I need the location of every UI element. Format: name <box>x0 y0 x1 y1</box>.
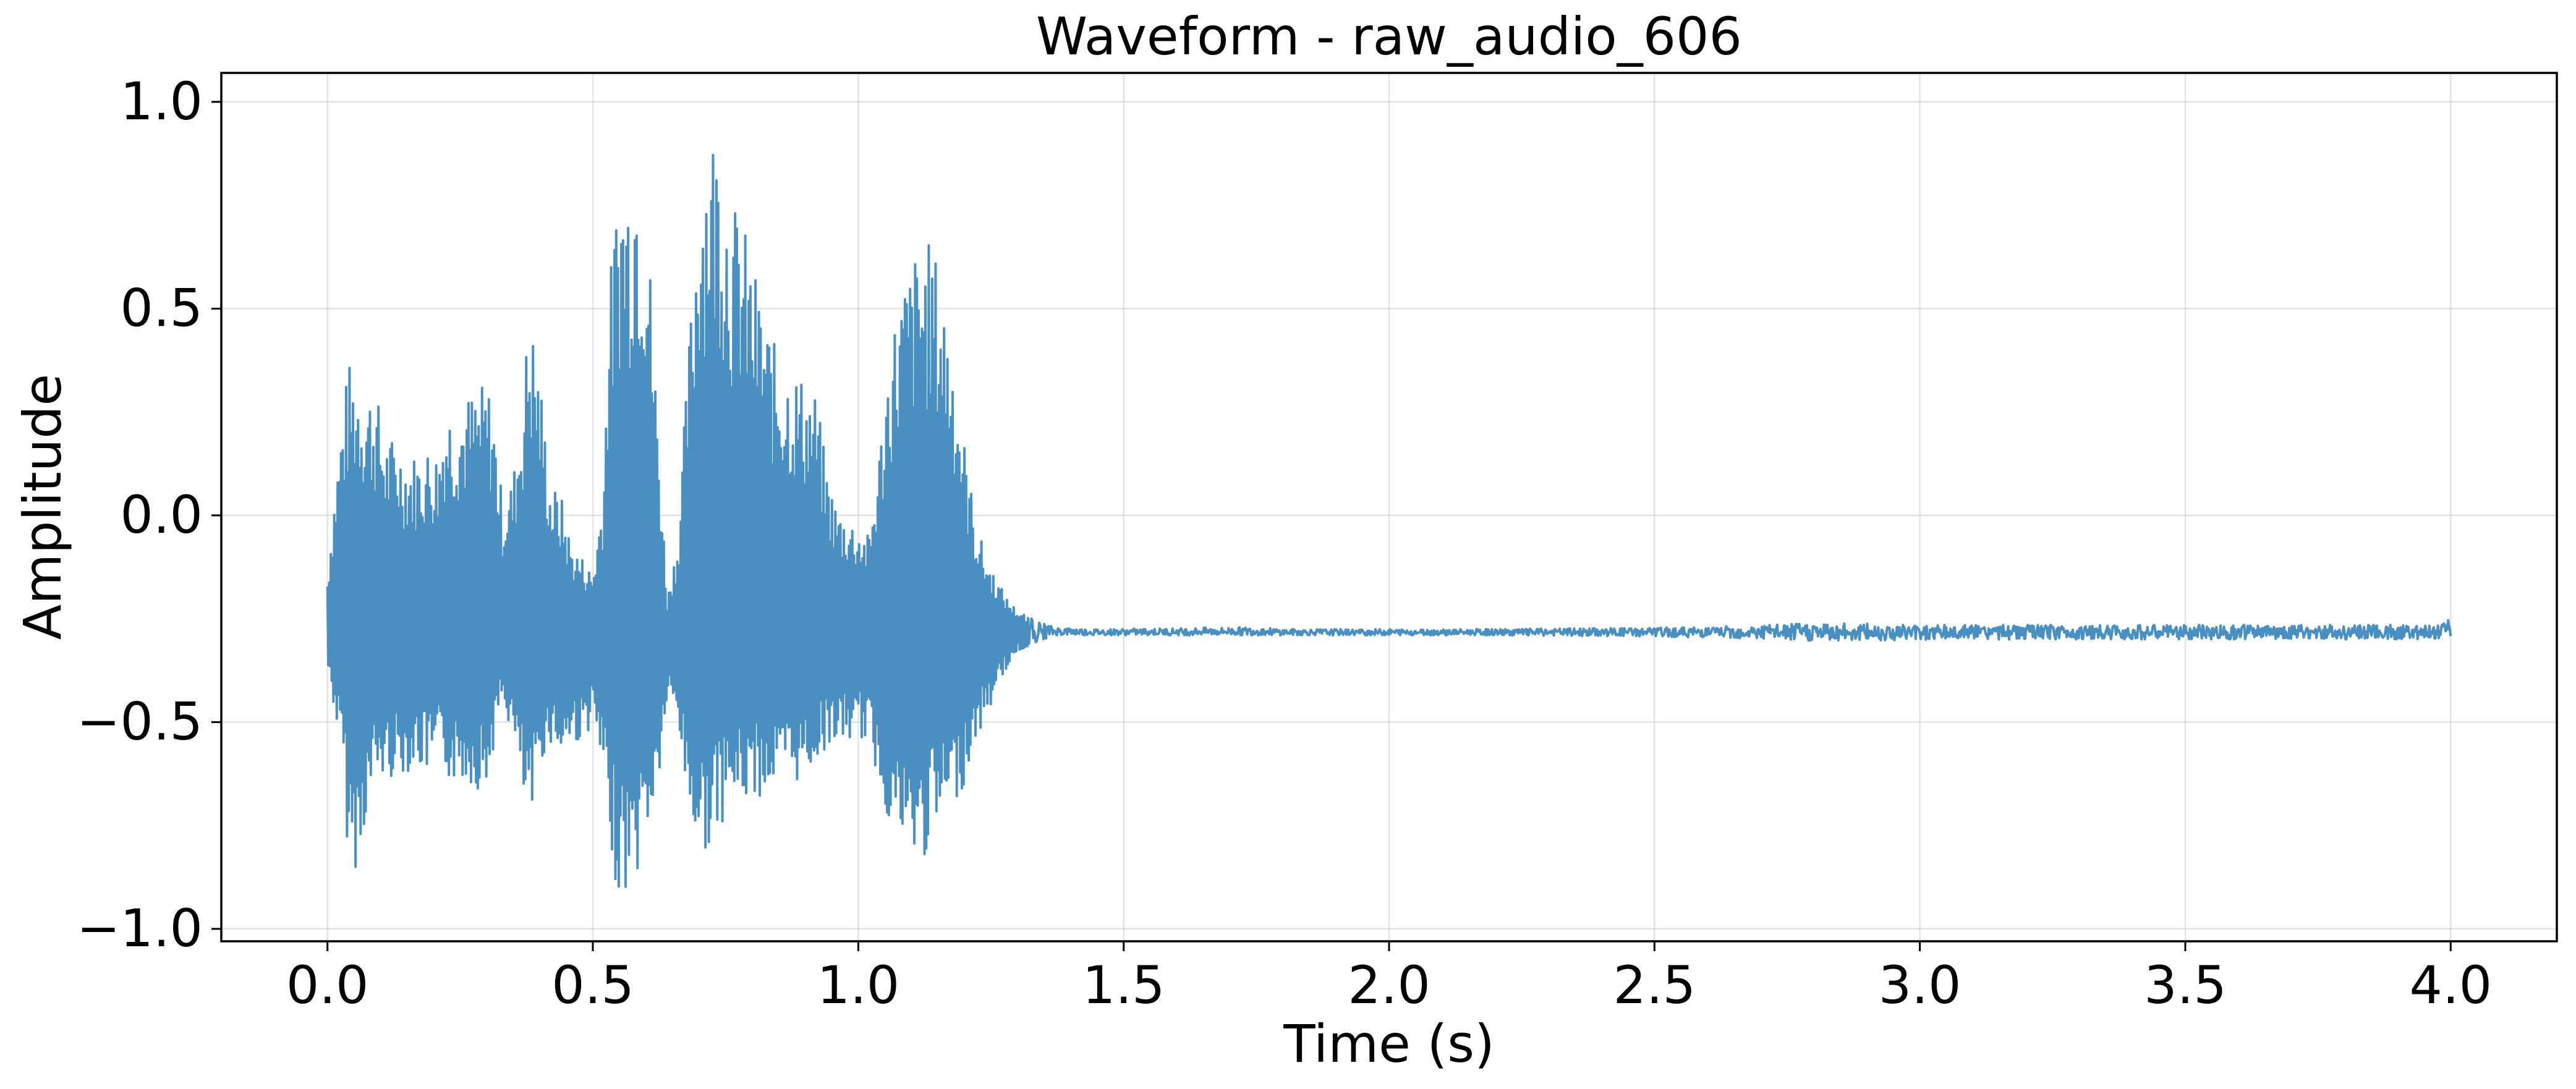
x-axis-ticks: 0.0 0.5 1.0 1.5 2.0 2.5 3.0 3.5 4.0 <box>286 941 2492 1015</box>
x-tick-label: 2.0 <box>1348 955 1430 1015</box>
y-tick-label: 1.0 <box>120 71 203 132</box>
y-tick-label: 0.0 <box>120 485 203 545</box>
chart-title: Waveform - raw_audio_606 <box>1036 6 1742 67</box>
x-tick-label: 1.0 <box>817 955 900 1015</box>
y-axis-ticks: 1.0 0.5 0.0 −0.5 −1.0 <box>77 71 221 959</box>
y-tick-label: 0.5 <box>120 278 203 338</box>
waveform-line <box>326 153 2452 888</box>
y-axis-label: Amplitude <box>12 374 73 640</box>
x-tick-label: 0.5 <box>551 955 634 1015</box>
x-tick-label: 3.5 <box>2144 955 2227 1015</box>
y-tick-label: −0.5 <box>77 691 203 752</box>
x-tick-label: 4.0 <box>2410 955 2493 1015</box>
x-tick-label: 0.0 <box>286 955 369 1015</box>
x-tick-label: 3.0 <box>1879 955 1962 1015</box>
x-axis-label: Time (s) <box>1283 1014 1495 1074</box>
x-tick-label: 2.5 <box>1613 955 1696 1015</box>
y-tick-label: −1.0 <box>77 898 203 959</box>
x-tick-label: 1.5 <box>1082 955 1165 1015</box>
plot-area <box>326 153 2452 888</box>
